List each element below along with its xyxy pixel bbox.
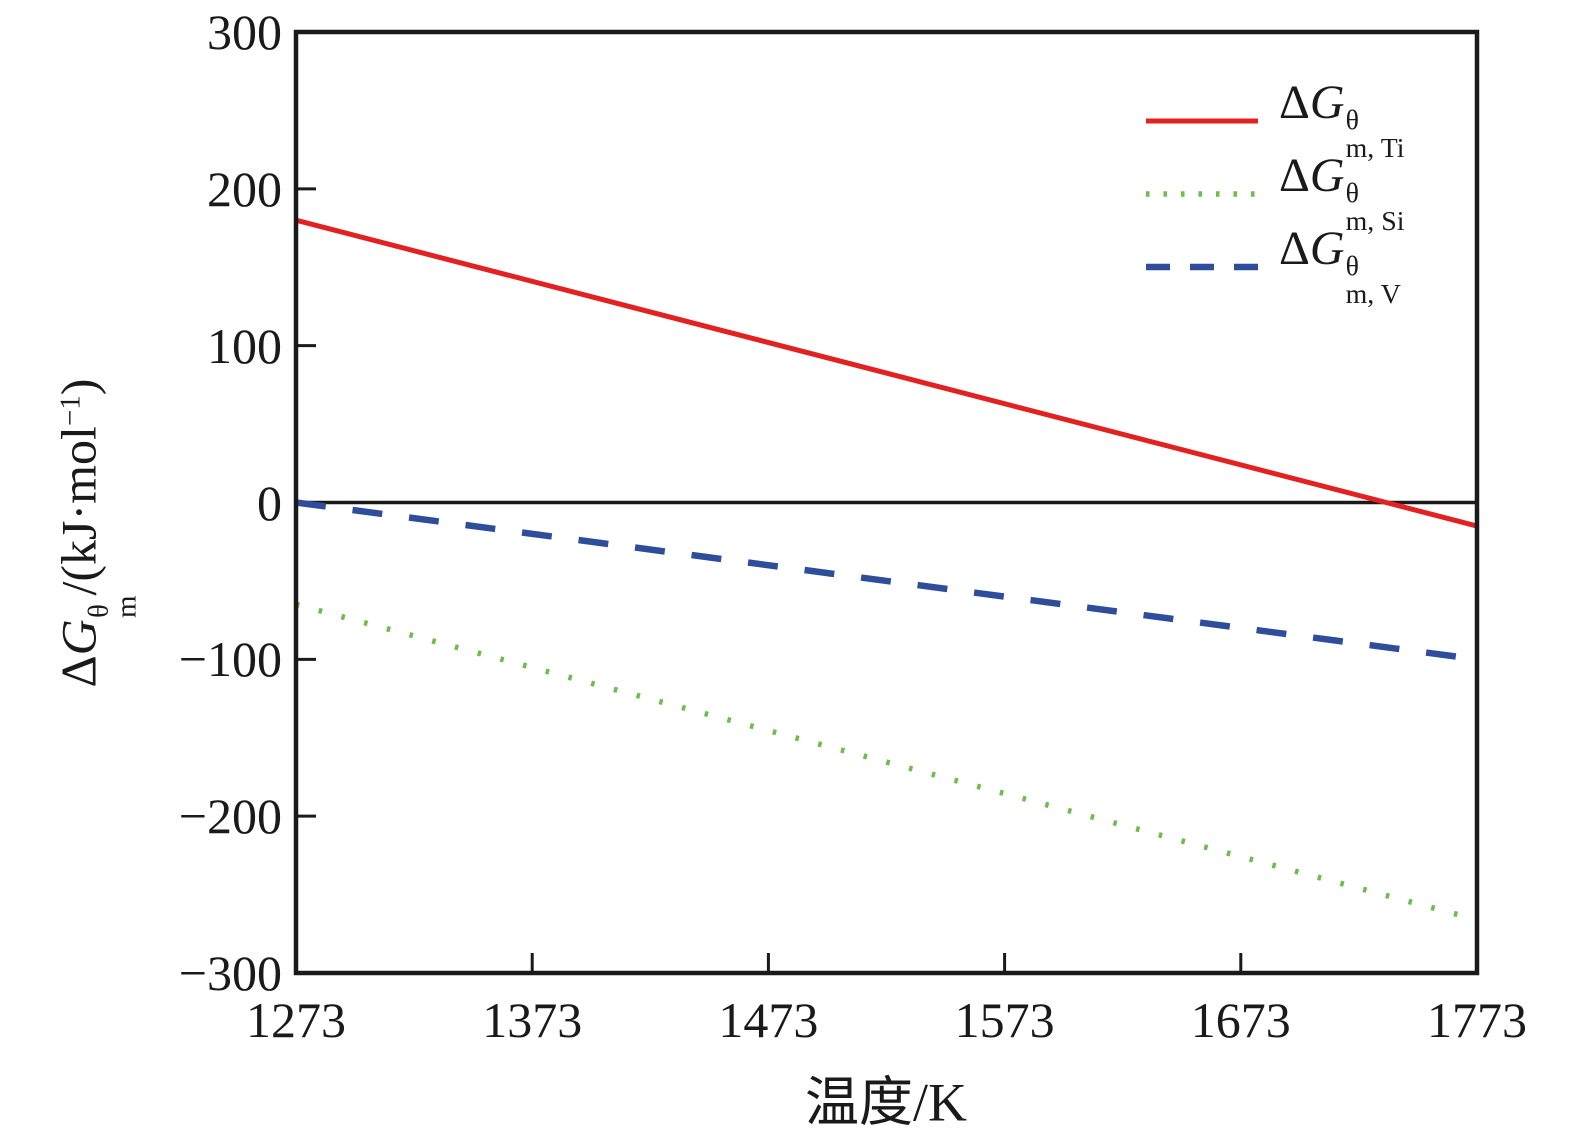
legend-item-si: ΔG θ m, Si xyxy=(1146,152,1404,235)
x-tick-label: 1273 xyxy=(246,992,346,1048)
legend-label-ti-delta: Δ xyxy=(1279,76,1310,130)
plot-border xyxy=(293,29,1480,976)
y-axis-label: ΔG θ m/(kJ·mol−1) xyxy=(49,378,143,688)
y-tick-label: 100 xyxy=(207,317,282,374)
legend-line-ti xyxy=(1146,118,1258,123)
legend-label-ti-gvar: G xyxy=(1309,76,1345,130)
y-tick-label: 0 xyxy=(257,474,282,531)
x-tick-label: 1673 xyxy=(1190,992,1291,1048)
legend-label-v-delta: Δ xyxy=(1279,222,1310,276)
legend-item-ti: ΔG θ m, Ti xyxy=(1146,79,1404,162)
series-line-si xyxy=(295,601,1478,923)
y-axis-label-unit: /(kJ·mol xyxy=(50,426,107,596)
legend-line-v xyxy=(1146,263,1258,270)
y-axis-label-gvar: G xyxy=(50,619,107,656)
y-tick-label: −200 xyxy=(178,788,282,845)
legend-label-ti-sub: m, Ti xyxy=(1345,132,1405,164)
legend-label-v-gvar: G xyxy=(1309,222,1345,276)
legend-item-v: ΔG θ m, V xyxy=(1146,225,1404,308)
series-line-ti xyxy=(295,217,1478,529)
legend-line-si xyxy=(1146,190,1258,197)
legend-label-si: ΔG θ m, Si xyxy=(1279,152,1404,235)
legend-label-ti: ΔG θ m, Ti xyxy=(1279,79,1404,162)
x-tick-label: 1373 xyxy=(482,992,583,1048)
y-axis-label-delta: Δ xyxy=(50,655,107,688)
legend-label-si-delta: Δ xyxy=(1279,149,1310,203)
legend-label-v: ΔG θ m, V xyxy=(1279,225,1401,308)
legend-label-si-gvar: G xyxy=(1309,149,1345,203)
x-axis-label: 温度/K xyxy=(805,1072,967,1133)
legend-label-si-sub: m, Si xyxy=(1345,205,1405,237)
y-tick-label: 300 xyxy=(207,4,282,60)
legend-label-si-supsub: θ m, Si xyxy=(1346,180,1405,235)
legend-label-si-sup: θ xyxy=(1345,178,1359,210)
legend-label-ti-supsub: θ m, Ti xyxy=(1346,107,1405,162)
legend-label-ti-sup: θ xyxy=(1345,105,1359,137)
legend-label-v-sup: θ xyxy=(1345,251,1359,283)
legend-label-v-sub: m, V xyxy=(1345,278,1401,310)
x-tick-label: 1773 xyxy=(1427,992,1527,1048)
y-tick-label: 200 xyxy=(207,160,282,217)
y-tick-label: −300 xyxy=(178,945,282,1001)
y-axis-label-exponent: −1 xyxy=(54,395,87,427)
legend: ΔG θ m, Ti ΔG θ m, Si ΔG θ m, V xyxy=(1146,79,1404,308)
y-tick-label: −100 xyxy=(178,631,282,688)
legend-label-v-supsub: θ m, V xyxy=(1346,253,1401,308)
x-tick-label: 1573 xyxy=(954,992,1055,1048)
y-axis-label-sup: θ xyxy=(81,604,114,619)
series-line-v xyxy=(295,499,1478,663)
y-axis-label-unit-close: ) xyxy=(50,378,107,396)
y-axis-label-sub: m xyxy=(110,595,143,619)
x-tick-label: 1473 xyxy=(718,992,819,1048)
